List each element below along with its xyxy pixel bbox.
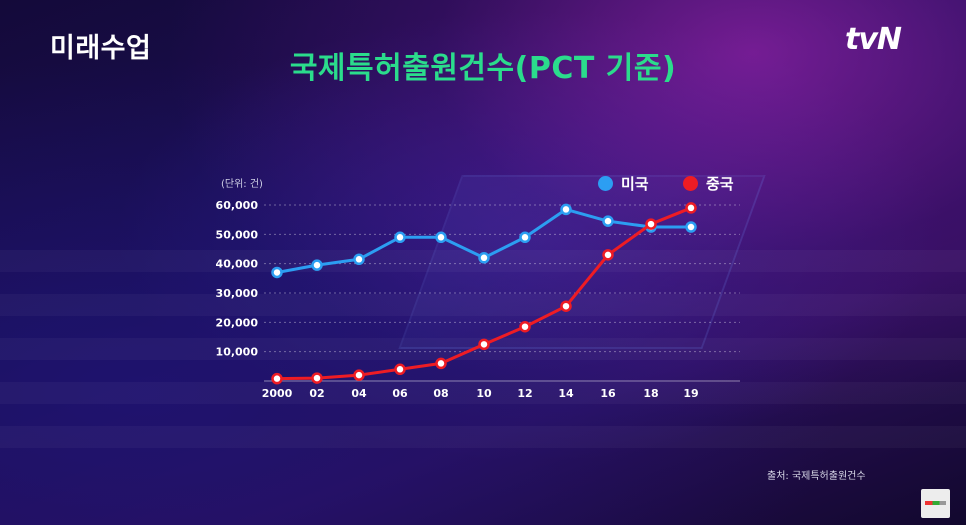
x-tick-label: 19 xyxy=(683,387,698,400)
data-point-china xyxy=(394,363,406,376)
data-point-us xyxy=(602,215,614,227)
y-tick-label: 20,000 xyxy=(216,316,259,329)
legend-marker-china xyxy=(683,176,698,191)
data-point-us xyxy=(478,252,490,264)
data-point-china xyxy=(685,202,697,214)
data-point-china xyxy=(311,372,323,384)
x-tick-label: 18 xyxy=(643,387,658,400)
x-tick-label: 02 xyxy=(309,387,324,400)
data-point-china xyxy=(271,372,283,385)
data-point-china xyxy=(560,300,572,312)
program-logo: 미래수업 xyxy=(50,33,152,64)
x-tick-label: 10 xyxy=(476,387,492,400)
data-point-us xyxy=(311,259,323,271)
y-tick-label: 30,000 xyxy=(216,287,259,300)
data-point-us xyxy=(353,253,365,266)
y-tick-label: 60,000 xyxy=(216,199,259,212)
source-note: 출처: 국제특허출원건수 xyxy=(767,471,866,482)
data-point-china xyxy=(435,357,447,370)
data-point-us xyxy=(394,231,406,244)
data-point-china xyxy=(353,369,365,381)
chart-title: 국제특허출원건수(PCT 기준) xyxy=(289,51,677,86)
x-tick-label: 12 xyxy=(517,387,532,400)
channel-logo: tvN xyxy=(845,22,902,57)
x-tick-label: 16 xyxy=(600,387,616,400)
unit-label: (단위: 건) xyxy=(221,179,263,190)
x-tick-label: 14 xyxy=(558,387,574,400)
x-tick-label: 06 xyxy=(392,387,408,400)
data-point-us xyxy=(560,203,572,216)
data-point-us xyxy=(271,266,283,279)
legend-label-china: 중국 xyxy=(706,175,734,193)
data-point-china xyxy=(602,249,614,261)
channel-badge xyxy=(921,489,950,518)
legend-item-us: 미국 xyxy=(598,173,649,194)
data-point-china xyxy=(519,320,531,333)
x-tick-label: 08 xyxy=(433,387,448,400)
x-tick-label: 2000 xyxy=(262,387,293,400)
data-point-china xyxy=(645,218,657,230)
background-stripes xyxy=(0,250,966,470)
data-point-us xyxy=(519,231,531,244)
y-tick-label: 40,000 xyxy=(216,258,259,271)
x-tick-label: 04 xyxy=(351,387,367,400)
legend-marker-us xyxy=(598,176,613,191)
data-point-china xyxy=(478,338,490,351)
y-tick-label: 10,000 xyxy=(216,346,259,359)
legend-label-us: 미국 xyxy=(621,175,649,193)
y-tick-label: 50,000 xyxy=(216,228,259,241)
data-point-us xyxy=(435,231,447,244)
legend-item-china: 중국 xyxy=(683,173,734,194)
data-point-us xyxy=(685,221,697,233)
